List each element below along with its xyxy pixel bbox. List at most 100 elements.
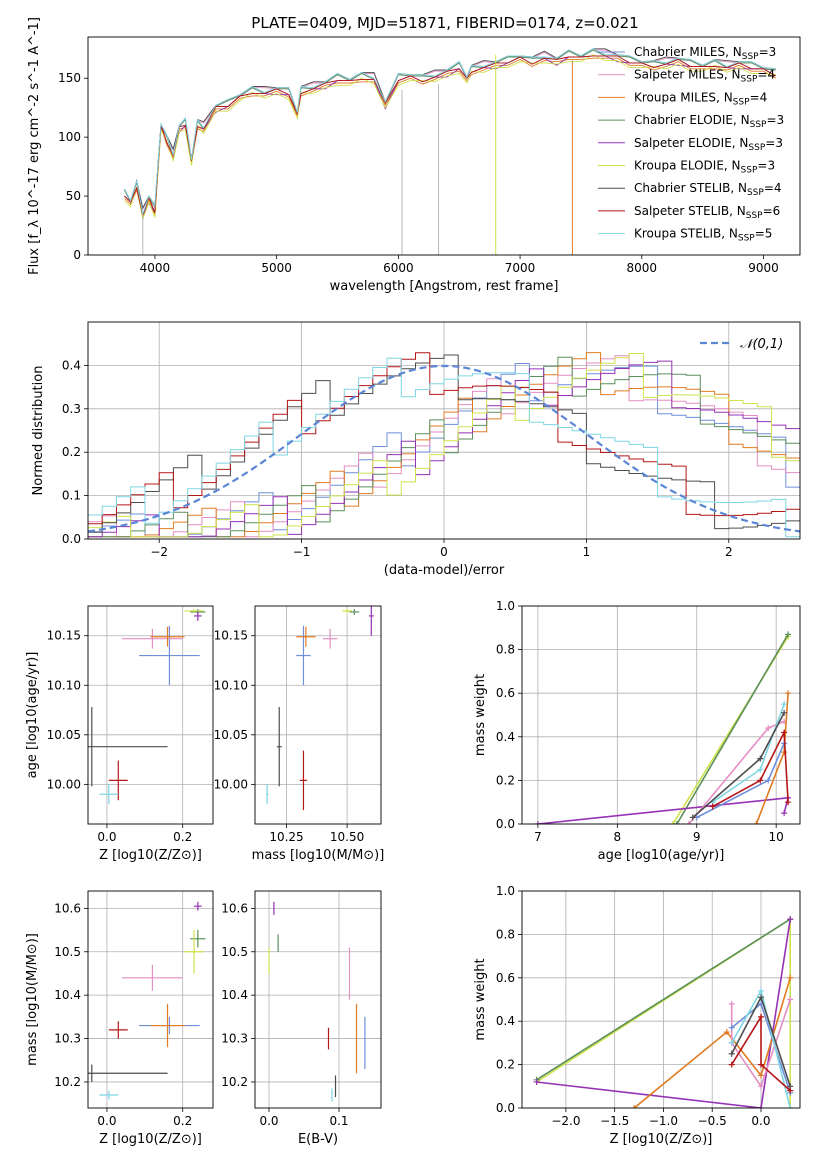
weight-marker-salpeter-elodie: [787, 916, 794, 923]
histogram-chabrier-stelib: [88, 354, 800, 533]
x-tick-label: 8: [613, 830, 621, 844]
weight-line-salpeter-elodie: [536, 919, 791, 1108]
axes-spectrum: 4000 5000 6000 7000 8000 9000 0 50 100 150 wavelen…: [27, 17, 801, 294]
weight-marker-salpeter-stelib: [709, 803, 716, 810]
x-tick-label: 7: [534, 830, 542, 844]
y-tick-label: 10.10: [47, 678, 81, 692]
y-tick-label: 0.0: [496, 1101, 515, 1115]
weight-marker-chabrier-elodie: [673, 821, 680, 824]
axes-frame: [521, 605, 801, 825]
legend-nssp-value: 4: [774, 181, 782, 195]
x-tick-label: 7000: [505, 261, 536, 275]
legend-model-name: Salpeter MILES: [634, 68, 724, 82]
y-tick-label: 10.4: [221, 988, 248, 1002]
spectrum-line-salpeter-stelib: [124, 55, 776, 217]
weight-marker-salpeter-miles: [757, 1083, 764, 1090]
residuals-legend: 𝒩(0,1): [700, 337, 783, 352]
y-tick-label: 0.6: [496, 971, 515, 985]
weight-marker-kroupa-miles: [787, 974, 794, 981]
legend-nssp-subscript: SSP: [733, 97, 750, 107]
axes-frame: [521, 890, 801, 1109]
data-point-chabrier-elodie: [349, 608, 360, 615]
y-tick-label: 10.15: [47, 629, 81, 643]
legend-nssp-subscript: SSP: [748, 143, 765, 153]
y-axis-label: Normed distribution: [31, 366, 46, 496]
data-point-salpeter-elodie: [368, 606, 374, 636]
weight-marker-chabrier-stelib: [757, 755, 764, 762]
histogram-salpeter-stelib: [88, 352, 800, 525]
legend-equals: =: [763, 204, 773, 218]
plot-area-weight-vs-Z: [533, 916, 794, 1108]
legend-nssp-subscript: SSP: [741, 75, 758, 85]
x-axis-label: Z [log10(Z/Z⊙)]: [99, 1132, 202, 1147]
y-tick-label: 10.05: [47, 728, 81, 742]
axes-frame: [87, 890, 214, 1109]
legend-nssp-value: 4: [767, 68, 775, 82]
legend-nssp-prefix: , N: [732, 136, 749, 150]
plot-area-mass-vs-ebv: [268, 901, 366, 1102]
figure-title: PLATE=0409, MJD=51871, FIBERID=0174, z=0…: [251, 14, 638, 32]
x-tick-label: 9000: [748, 261, 779, 275]
y-tick-label: 100: [58, 130, 81, 144]
y-tick-label: 10.5: [54, 945, 81, 959]
plot-layer: 4000 5000 6000 7000 8000 9000050100150wavelen…: [25, 17, 801, 1147]
weight-marker-salpeter-elodie: [781, 810, 788, 817]
weight-marker-chabrier-miles: [728, 1024, 735, 1031]
legend-entry: Kroupa STELIB, NSSP=5: [634, 227, 772, 244]
weight-marker-chabrier-elodie: [785, 631, 792, 638]
weight-marker-salpeter-stelib: [787, 1087, 794, 1094]
x-tick-label: −2: [150, 545, 168, 559]
legend-entry: Salpeter STELIB, NSSP=6: [634, 204, 780, 221]
histogram-kroupa-stelib: [88, 357, 800, 538]
legend-entry: Chabrier ELODIE, NSSP=3: [634, 113, 784, 130]
weight-marker-chabrier-miles: [765, 777, 772, 784]
legend-nssp-value: 3: [775, 136, 783, 150]
y-tick-label: 10.6: [221, 901, 248, 915]
data-point-chabrier-stelib: [88, 707, 168, 787]
y-tick-label: 10.2: [54, 1075, 81, 1089]
legend-nssp-prefix: , N: [724, 68, 741, 82]
y-tick-label: 0.2: [62, 445, 81, 459]
legend-nssp-prefix: , N: [729, 204, 746, 218]
x-tick-label: 0.1: [329, 1114, 348, 1128]
legend-nssp-prefix: , N: [725, 45, 742, 59]
x-axis-label: (data-model)/error: [384, 563, 505, 578]
weight-line-salpeter-stelib: [712, 729, 789, 808]
x-tick-label: −0.5: [698, 1114, 727, 1128]
x-tick-label: 10.50: [330, 830, 364, 844]
legend-entry: Kroupa ELODIE, NSSP=3: [634, 159, 775, 176]
legend-entry: Chabrier STELIB, NSSP=4: [634, 181, 782, 198]
weight-marker-chabrier-stelib: [781, 709, 788, 716]
x-axis-label: Z [log10(Z/Z⊙)]: [610, 1132, 713, 1147]
x-tick-label: 4000: [140, 261, 171, 275]
x-axis-label: wavelength [Angstrom, rest frame]: [330, 279, 559, 294]
weight-marker-kroupa-miles: [631, 1105, 638, 1108]
legend-entry: Chabrier MILES, NSSP=3: [634, 45, 776, 62]
axes-weight-vs-Z: −2.0 −1.5 −1.0 −0.5 0.0 0.0 0.2 0.4 0.6 0.8 1.0 Z […: [473, 884, 801, 1147]
weight-marker-kroupa-miles: [785, 690, 792, 697]
axes-frame: [87, 36, 801, 256]
axes-mass-vs-ebv: 0.0 0.1 10.2 10.3 10.4 10.5 10.6 E(B-V): [221, 890, 382, 1147]
y-axis-label: mass weight: [473, 958, 488, 1040]
legend-equals: =: [757, 159, 767, 173]
y-tick-label: 0.0: [496, 817, 515, 831]
data-point-salpeter-elodie: [194, 610, 202, 621]
y-tick-label: 1.0: [496, 884, 515, 898]
legend-model-name: Kroupa ELODIE: [634, 159, 724, 173]
y-tick-label: 10.00: [214, 777, 248, 791]
weight-marker-kroupa-stelib: [787, 1105, 794, 1108]
axes-age-vs-mass: 10.25 10.50 10.00 10.05 10.10 10.15 mass [log1…: [214, 605, 384, 863]
y-tick-label: 10.3: [221, 1032, 248, 1046]
y-tick-label: 10.00: [47, 777, 81, 791]
legend-model-name: Salpeter STELIB: [634, 204, 729, 218]
legend-entry: 𝒩(0,1): [740, 337, 783, 352]
spectrum-line-kroupa-stelib: [124, 48, 776, 216]
x-axis-label: E(B-V): [298, 1132, 338, 1147]
x-tick-label: −1.5: [600, 1114, 629, 1128]
y-tick-label: 10.05: [214, 728, 248, 742]
y-tick-label: 50: [66, 189, 81, 203]
data-point-chabrier-stelib: [276, 707, 282, 787]
data-point-chabrier-miles: [296, 625, 311, 686]
y-tick-label: 1.0: [496, 599, 515, 613]
legend-model-name: Kroupa STELIB: [634, 227, 721, 241]
